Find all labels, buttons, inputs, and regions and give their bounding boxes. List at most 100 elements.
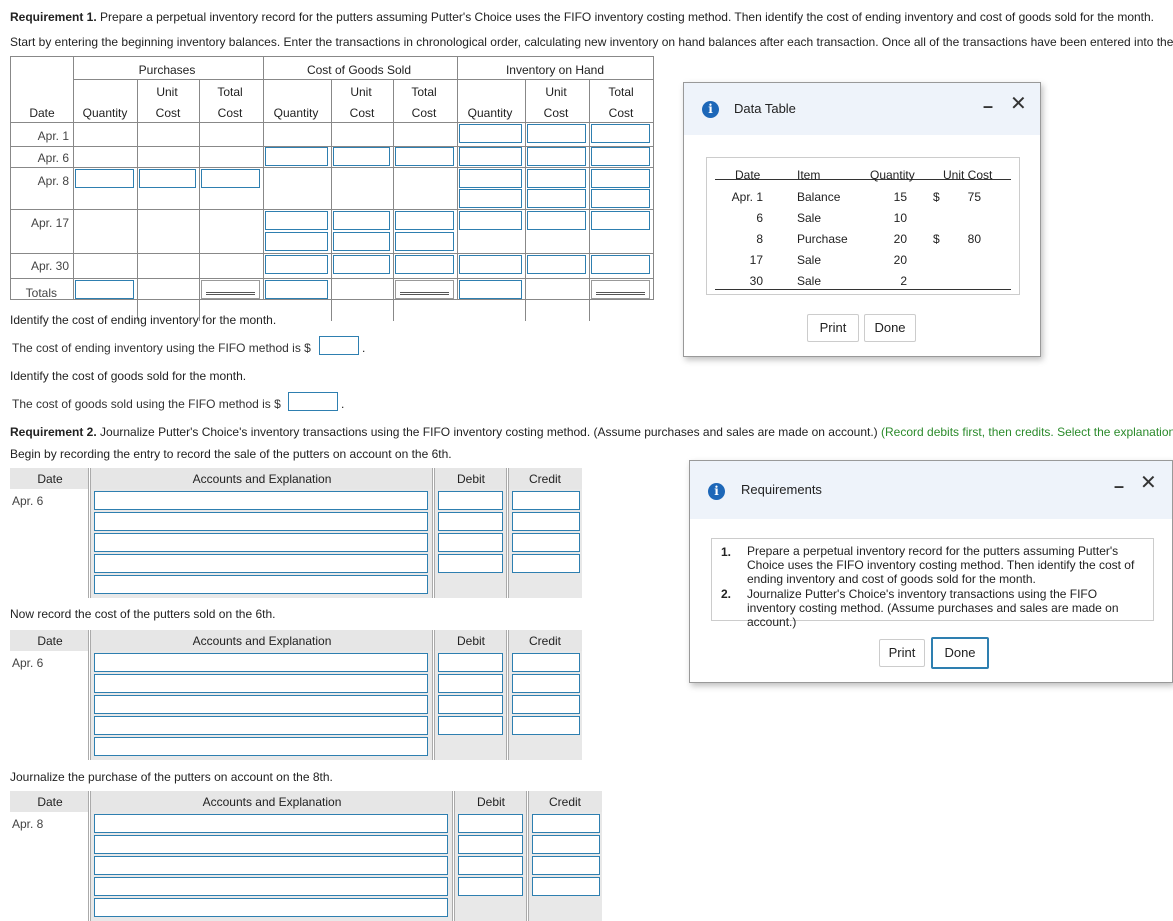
debit-input[interactable]: [438, 653, 503, 672]
totals-quantity-input[interactable]: [265, 280, 328, 299]
account-select[interactable]: [94, 814, 448, 833]
cogs-cell-input[interactable]: [395, 232, 454, 251]
journal-header-row: Date Accounts and Explanation Debit Credit: [10, 468, 582, 489]
debit-input[interactable]: [438, 716, 503, 735]
cogs-cell-input[interactable]: [265, 232, 328, 251]
account-select[interactable]: [94, 695, 428, 714]
data-table-quantity: 20: [893, 253, 907, 267]
done-button[interactable]: Done: [864, 314, 916, 342]
account-select[interactable]: [94, 856, 448, 875]
credit-input[interactable]: [512, 695, 580, 714]
account-select[interactable]: [94, 737, 428, 756]
minimize-button[interactable]: –: [1114, 476, 1125, 496]
inventory-cell-input[interactable]: [527, 169, 586, 188]
credit-input[interactable]: [512, 716, 580, 735]
debit-input[interactable]: [438, 554, 503, 573]
inventory-cell-input[interactable]: [459, 124, 522, 143]
totals-quantity-input[interactable]: [75, 280, 134, 299]
cogs-cell-input[interactable]: [333, 211, 390, 230]
inventory-cell-input[interactable]: [591, 147, 650, 166]
inventory-cell-input[interactable]: [591, 124, 650, 143]
credit-input[interactable]: [532, 835, 600, 854]
debit-input[interactable]: [438, 674, 503, 693]
account-select[interactable]: [94, 716, 428, 735]
credit-input[interactable]: [532, 856, 600, 875]
credit-input[interactable]: [512, 653, 580, 672]
ending-inventory-input[interactable]: [319, 336, 359, 355]
close-button[interactable]: ✕: [1010, 93, 1027, 115]
inventory-cell-input[interactable]: [459, 189, 522, 208]
credit-input[interactable]: [532, 814, 600, 833]
credit-input[interactable]: [512, 491, 580, 510]
account-select[interactable]: [94, 491, 428, 510]
inventory-cell-input[interactable]: [591, 189, 650, 208]
inventory-cell-input[interactable]: [527, 124, 586, 143]
account-select[interactable]: [94, 575, 428, 594]
credit-input[interactable]: [512, 554, 580, 573]
inventory-cell-input[interactable]: [527, 147, 586, 166]
inventory-cell-input[interactable]: [395, 147, 454, 166]
account-select[interactable]: [94, 674, 428, 693]
inventory-cell-input[interactable]: [591, 211, 650, 230]
print-button[interactable]: Print: [879, 639, 925, 667]
inventory-cell-input[interactable]: [527, 255, 586, 274]
account-select[interactable]: [94, 554, 428, 573]
account-select[interactable]: [94, 877, 448, 896]
debit-input[interactable]: [438, 533, 503, 552]
inventory-cell-input[interactable]: [265, 255, 328, 274]
cogs-cell-input[interactable]: [395, 211, 454, 230]
credit-input[interactable]: [512, 512, 580, 531]
account-select[interactable]: [94, 835, 448, 854]
col-header-date: Date: [29, 106, 55, 120]
inventory-cell-input[interactable]: [265, 147, 328, 166]
inventory-cell-input[interactable]: [459, 255, 522, 274]
debit-input[interactable]: [458, 877, 523, 896]
credit-input[interactable]: [512, 533, 580, 552]
inventory-cell-input[interactable]: [395, 255, 454, 274]
purchases-cell-input[interactable]: [75, 169, 134, 188]
journal-header-debit: Debit: [476, 795, 505, 809]
account-select[interactable]: [94, 898, 448, 917]
close-button[interactable]: ✕: [1140, 472, 1157, 494]
account-select[interactable]: [94, 533, 428, 552]
minimize-button[interactable]: –: [983, 96, 994, 116]
inventory-cell-input[interactable]: [459, 211, 522, 230]
debit-input[interactable]: [458, 856, 523, 875]
credit-input[interactable]: [512, 674, 580, 693]
totals-cost-input[interactable]: [591, 280, 650, 299]
row-date-apr-17: Apr. 17: [30, 216, 69, 230]
inventory-cell-input[interactable]: [527, 189, 586, 208]
cogs-input[interactable]: [288, 392, 338, 411]
purchases-cell-input[interactable]: [201, 169, 260, 188]
inventory-cell-input[interactable]: [459, 169, 522, 188]
totals-cost-input[interactable]: [395, 280, 454, 299]
print-button[interactable]: Print: [807, 314, 859, 342]
inventory-cell-input[interactable]: [459, 147, 522, 166]
debit-input[interactable]: [458, 835, 523, 854]
account-select[interactable]: [94, 653, 428, 672]
inventory-cell-input[interactable]: [333, 255, 390, 274]
cogs-cell-input[interactable]: [265, 211, 328, 230]
inventory-cell-input[interactable]: [333, 147, 390, 166]
purchases-cell-input[interactable]: [139, 169, 196, 188]
journal-header-date: Date: [37, 634, 63, 648]
debit-input[interactable]: [438, 491, 503, 510]
table-col-divider: [199, 79, 200, 321]
inventory-cell-input[interactable]: [591, 169, 650, 188]
inventory-cell-input[interactable]: [591, 255, 650, 274]
totals-cost-input[interactable]: [201, 280, 260, 299]
inventory-cell-input[interactable]: [527, 211, 586, 230]
done-button[interactable]: Done: [931, 637, 989, 669]
data-table-quantity: 2: [900, 274, 907, 288]
journal-2-heading: Now record the cost of the putters sold …: [10, 607, 276, 621]
debit-input[interactable]: [438, 695, 503, 714]
data-table-header-date: Date: [735, 168, 761, 182]
credit-input[interactable]: [532, 877, 600, 896]
debit-input[interactable]: [458, 814, 523, 833]
cogs-cell-input[interactable]: [333, 232, 390, 251]
group-header-inventory-on-hand: Inventory on Hand: [505, 63, 605, 77]
data-table-item: Sale: [797, 253, 822, 267]
debit-input[interactable]: [438, 512, 503, 531]
account-select[interactable]: [94, 512, 428, 531]
totals-quantity-input[interactable]: [459, 280, 522, 299]
